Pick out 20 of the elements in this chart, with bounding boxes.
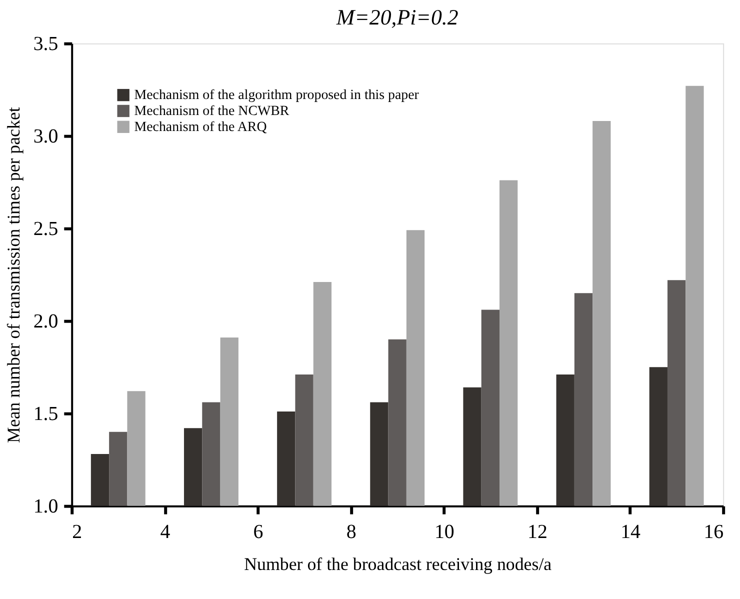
chart-title: M=20,Pi=0.2 (335, 5, 458, 30)
x-tick-label: 6 (253, 521, 264, 544)
y-tick-label: 2.0 (33, 310, 58, 332)
y-tick-label: 3.5 (33, 32, 58, 55)
y-tick-label: 2.5 (33, 218, 58, 240)
x-tick-label: 10 (434, 521, 454, 544)
legend-label: Mechanism of the algorithm proposed in this paper (134, 88, 420, 104)
x-tick-label: 14 (620, 521, 641, 544)
y-axis-title: Mean number of transmission times per packet (3, 107, 24, 444)
y-tick-label: 3.0 (33, 125, 58, 148)
x-tick-label: 16 (704, 521, 724, 544)
y-tick-label: 1.0 (33, 495, 58, 518)
x-axis-title: Number of the broadcast receiving nodes/a (244, 554, 552, 574)
y-tick-label: 1.5 (33, 402, 58, 425)
legend-label: Mechanism of the NCWBR (134, 104, 290, 119)
x-tick-label: 4 (160, 521, 170, 544)
legend-label: Mechanism of the ARQ (134, 120, 267, 135)
x-tick-label: 2 (72, 521, 82, 544)
x-tick-label: 12 (528, 521, 548, 544)
x-tick-label: 8 (346, 521, 356, 544)
